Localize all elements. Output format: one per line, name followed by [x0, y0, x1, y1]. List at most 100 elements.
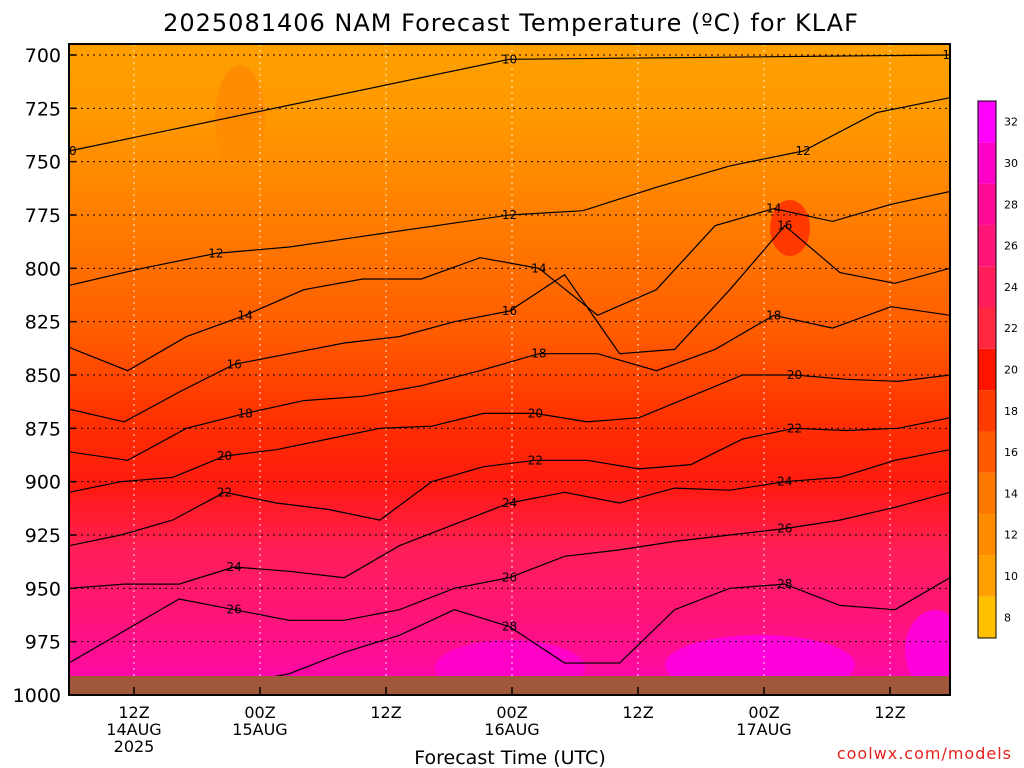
- y-tick-label: 900: [25, 472, 61, 494]
- x-tick-label: 00Z: [748, 703, 779, 722]
- x-tick-label: 00Z: [496, 703, 527, 722]
- isotherm-label: 24: [777, 475, 792, 489]
- isotherm-label: 20: [217, 449, 232, 463]
- temperature-field: [69, 44, 950, 695]
- colorbar-segment: [978, 390, 996, 432]
- isotherm-16: [69, 224, 950, 423]
- y-tick-label: 1000: [13, 685, 61, 707]
- isotherm-label: 28: [777, 577, 792, 591]
- colorbar-tick-label: 22: [1004, 322, 1018, 335]
- colorbar-segment: [978, 142, 996, 184]
- colorbar-segment: [978, 596, 996, 638]
- isotherm-label: 18: [238, 406, 253, 420]
- ground-surface: [69, 676, 950, 695]
- isotherm-label: 12: [208, 246, 223, 260]
- colorbar-tick-label: 30: [1004, 157, 1018, 170]
- y-tick-label: 950: [25, 578, 61, 600]
- colorbar-segment: [978, 307, 996, 349]
- colorbar-segment: [978, 183, 996, 225]
- x-tick-label: 12Z: [874, 703, 905, 722]
- isotherm-26: [69, 491, 950, 664]
- y-tick-label: 725: [25, 98, 61, 120]
- y-tick-label: 750: [25, 152, 61, 174]
- colorbar-tick-label: 10: [1004, 570, 1018, 583]
- isotherm-contours: 10 10 10 12 12 12 14 14 14 16 16 16 18 18 18 20 20 20 22 22…: [69, 48, 957, 695]
- isotherm-label: 14: [238, 308, 253, 322]
- colorbar-segment: [978, 514, 996, 556]
- isotherm-label: 18: [531, 347, 546, 361]
- colorbar-segment: [978, 224, 996, 267]
- isotherm-18: [69, 306, 950, 461]
- cool-pocket-upper: [215, 65, 265, 175]
- x-tick-label: 12Z: [118, 703, 149, 722]
- isotherm-label: 14: [531, 261, 546, 275]
- isotherm-label: 16: [777, 219, 792, 233]
- isotherm-label: 28: [502, 620, 517, 634]
- colorbar-segment: [978, 266, 996, 308]
- isotherm-20: [69, 374, 950, 493]
- isotherm-label: 12: [502, 208, 517, 222]
- y-tick-label: 925: [25, 525, 61, 547]
- x-tick-label: 17AUG: [736, 720, 791, 739]
- colorbar: 8 10 12 14 16 18 20 22 24 26 28 30 32: [977, 100, 1018, 639]
- colorbar-tick-label: 28: [1004, 198, 1018, 211]
- isotherm-label: 22: [528, 453, 543, 467]
- colorbar-tick-label: 24: [1004, 281, 1018, 294]
- colorbar-tick-label: 12: [1004, 529, 1018, 542]
- isotherm-10: [69, 54, 950, 152]
- colorbar-tick-label: 20: [1004, 364, 1018, 377]
- x-tick-label: 12Z: [622, 703, 653, 722]
- pressure-axis: 700 725 750 775 800 825 850 875 900 925 950 975 1000: [13, 45, 76, 707]
- isotherm-label: 10: [502, 52, 517, 66]
- isotherm-label: 14: [766, 202, 781, 216]
- isotherm-22: [69, 417, 950, 547]
- hot-near-surface-3: [905, 610, 950, 690]
- x-tick-label: 16AUG: [484, 720, 539, 739]
- isotherm-label: 16: [227, 357, 242, 371]
- x-axis-label: Forecast Time (UTC): [414, 747, 605, 768]
- x-tick-label: 15AUG: [232, 720, 287, 739]
- isotherm-label: 26: [227, 603, 242, 617]
- colorbar-tick-label: 8: [1004, 611, 1011, 624]
- chart-title: 2025081406 NAM Forecast Temperature (ºC)…: [163, 9, 859, 37]
- colorbar-frame: [977, 100, 997, 639]
- colorbar-tick-label: 32: [1004, 116, 1018, 129]
- colorbar-tick-label: 14: [1004, 487, 1018, 500]
- y-tick-label: 825: [25, 312, 61, 334]
- y-tick-label: 975: [25, 632, 61, 654]
- y-tick-label: 800: [25, 258, 61, 280]
- colorbar-segment: [978, 101, 996, 143]
- isotherm-label: 26: [777, 522, 792, 536]
- isotherm-label: 24: [502, 496, 517, 510]
- colorbar-segment: [978, 472, 996, 515]
- credit-text: coolwx.com/models: [837, 744, 1012, 763]
- y-tick-label: 850: [25, 365, 61, 387]
- isotherm-label: 10: [942, 48, 957, 62]
- colorbar-segment: [978, 555, 996, 597]
- isotherm-24: [69, 449, 950, 589]
- isotherm-label: 24: [227, 560, 242, 574]
- x-tick-label: 14AUG: [106, 720, 161, 739]
- x-tick-label: 2025: [114, 737, 155, 756]
- isotherm-14: [69, 190, 950, 372]
- colorbar-tick-label: 16: [1004, 446, 1018, 459]
- isotherm-label: 12: [796, 144, 811, 158]
- y-tick-label: 775: [25, 205, 61, 227]
- x-tick-label: 12Z: [370, 703, 401, 722]
- colorbar-segment: [978, 431, 996, 473]
- x-tick-label: 00Z: [244, 703, 275, 722]
- colorbar-tick-label: 18: [1004, 405, 1018, 418]
- isotherm-12: [69, 97, 950, 286]
- isotherm-label: 22: [787, 421, 802, 435]
- colorbar-tick-label: 26: [1004, 240, 1018, 253]
- colorbar-segment: [978, 348, 996, 391]
- isotherm-label: 18: [766, 308, 781, 322]
- y-tick-label: 875: [25, 418, 61, 440]
- isotherm-label: 16: [502, 304, 517, 318]
- isotherm-label: 22: [217, 485, 232, 499]
- y-tick-label: 700: [25, 45, 61, 67]
- grid-lines: [69, 44, 950, 695]
- isotherm-label: 20: [787, 368, 802, 382]
